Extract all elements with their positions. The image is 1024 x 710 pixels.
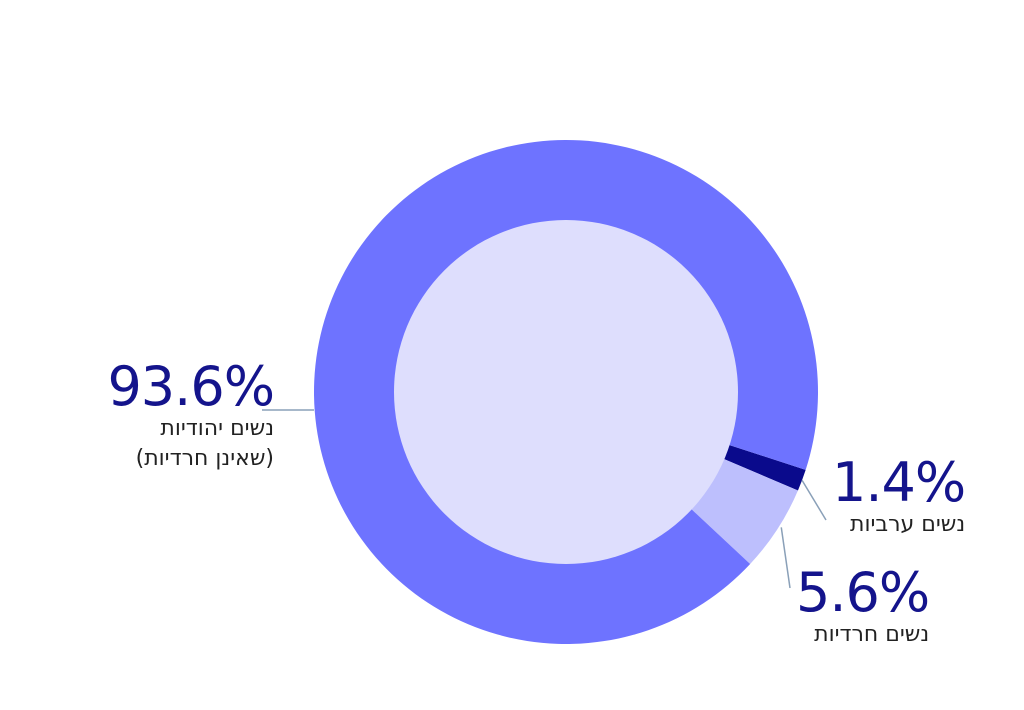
leader-lines (262, 409, 827, 589)
value-label-jewish-women: 93.6% (107, 355, 275, 418)
leader-line-haredi-women (780, 527, 791, 589)
category-label-jewish-women: נשים יהודיות (160, 416, 274, 441)
category-sublabel-jewish-women: (שאינן חרדיות) (135, 445, 274, 471)
value-label-arab-women: 1.4% (832, 451, 966, 514)
label-haredi-women: 5.6% נשים חרדיות (796, 561, 930, 650)
donut-center (394, 220, 738, 564)
value-label-haredi-women: 5.6% (796, 561, 930, 624)
category-label-arab-women: נשים ערביות (850, 512, 966, 537)
label-arab-women: 1.4% נשים ערביות (832, 451, 966, 540)
leader-line-arab-women (801, 479, 827, 521)
category-label-haredi-women: נשים חרדיות (814, 622, 930, 647)
label-jewish-women: 93.6% נשים יהודיות (שאינן חרדיות) (107, 355, 275, 473)
